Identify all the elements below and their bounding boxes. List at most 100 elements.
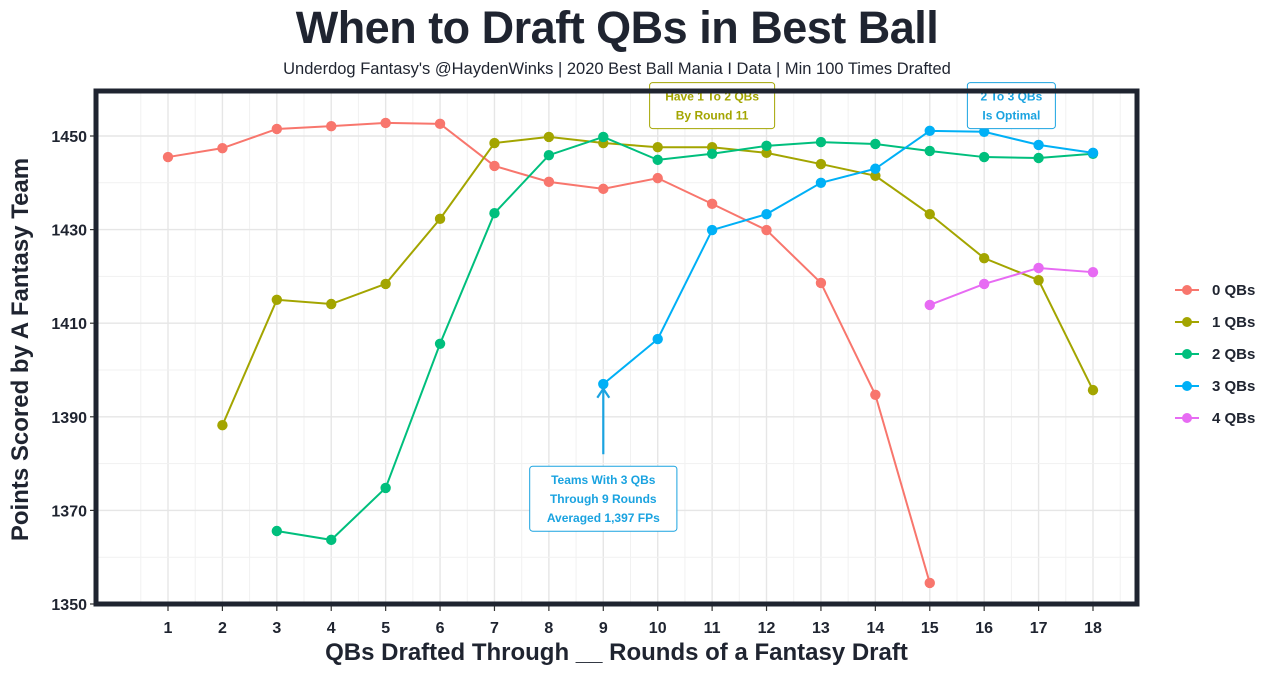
data-point <box>380 278 391 290</box>
data-point <box>598 183 609 195</box>
legend-label: 0 QBs <box>1212 282 1255 299</box>
data-point <box>543 149 555 161</box>
annotation-box <box>529 465 678 532</box>
x-tick-label: 18 <box>1084 620 1102 637</box>
y-tick-label: 1450 <box>51 129 87 146</box>
annotation-text: Averaged 1,397 FPs <box>547 511 660 525</box>
data-point <box>652 172 663 184</box>
series-line <box>276 135 1094 541</box>
y-tick-label: 1410 <box>51 316 87 333</box>
panel-border <box>93 88 1140 607</box>
data-point <box>326 534 337 546</box>
data-point <box>543 131 555 143</box>
data-point <box>162 151 174 163</box>
data-point <box>326 298 337 310</box>
data-point <box>598 131 609 143</box>
data-point <box>1087 384 1099 396</box>
data-point <box>761 140 772 152</box>
x-tick-label: 7 <box>490 620 499 637</box>
y-tick-label: 1350 <box>51 597 87 614</box>
y-tick-label: 1370 <box>51 503 87 520</box>
x-tick-label: 15 <box>921 620 939 637</box>
data-point <box>489 160 500 172</box>
data-point <box>761 224 772 236</box>
annotation-teams-with-3-qbs: Teams With 3 QBs Through 9 Rounds Averaged… <box>529 386 678 532</box>
data-point <box>870 163 881 174</box>
data-point <box>924 577 935 589</box>
legend-swatch-dot <box>1182 349 1192 359</box>
series-line <box>929 266 1094 306</box>
legend-swatch-dot <box>1182 381 1192 391</box>
data-point <box>978 126 990 137</box>
legend-label: 4 QBs <box>1212 410 1255 427</box>
chart-subtitle: Underdog Fantasy's @HaydenWinks | 2020 B… <box>283 60 951 78</box>
annotation-text: Through 9 Rounds <box>550 492 657 506</box>
data-point <box>815 277 827 289</box>
series-1-qbs <box>217 131 1099 431</box>
legend-item: 0 QBs <box>1175 282 1255 299</box>
data-point <box>706 148 718 159</box>
data-point <box>706 224 718 236</box>
data-point <box>1033 152 1044 164</box>
data-point <box>924 208 935 220</box>
y-axis-title: Points Scored by A Fantasy Team <box>7 158 34 541</box>
x-tick-label: 8 <box>544 620 553 637</box>
data-point <box>652 142 663 153</box>
x-tick-label: 12 <box>758 620 776 637</box>
annotation-box <box>966 82 1056 130</box>
data-point <box>924 125 935 137</box>
x-tick-label: 6 <box>436 620 445 637</box>
arrow-head-icon <box>596 386 611 399</box>
data-point <box>380 117 391 129</box>
annotation-text: Teams With 3 QBs <box>551 473 656 487</box>
series-0-qbs <box>162 117 935 589</box>
data-point <box>1033 262 1044 274</box>
x-axis: 1 2 3 4 5 6 7 8 9 10 11 12 13 14 15 16 17 18 <box>164 606 1102 637</box>
data-point <box>978 151 990 163</box>
x-tick-label: 1 <box>164 620 173 637</box>
data-point <box>1087 266 1099 278</box>
x-tick-label: 3 <box>272 620 281 637</box>
data-point <box>870 138 881 150</box>
x-tick-label: 4 <box>327 620 336 637</box>
data-point <box>326 120 337 132</box>
data-point <box>434 338 446 349</box>
data-point <box>1033 139 1044 151</box>
legend-item: 2 QBs <box>1175 346 1255 363</box>
x-tick-label: 2 <box>218 620 227 637</box>
series-line <box>602 129 1094 385</box>
data-point <box>924 299 935 311</box>
x-axis-title: QBs Drafted Through __ Rounds of a Fanta… <box>325 639 908 666</box>
data-point <box>815 158 827 170</box>
x-tick-label: 5 <box>381 620 390 637</box>
x-tick-label: 16 <box>975 620 993 637</box>
data-point <box>271 123 283 135</box>
x-tick-label: 13 <box>812 620 830 637</box>
data-point <box>761 208 772 220</box>
legend: 0 QBs 1 QBs 2 QBs 3 QBs 4 QBs <box>1175 282 1255 427</box>
data-point <box>706 198 718 210</box>
annotation-box <box>649 82 776 130</box>
data-point <box>489 137 500 149</box>
x-tick-label: 14 <box>866 620 884 637</box>
data-point <box>489 208 500 219</box>
data-point <box>434 118 446 130</box>
legend-swatch-dot <box>1182 285 1192 295</box>
series-4-qbs <box>924 262 1099 311</box>
data-point <box>815 136 827 148</box>
legend-label: 1 QBs <box>1212 314 1255 331</box>
x-tick-label: 10 <box>649 620 667 637</box>
legend-item: 1 QBs <box>1175 314 1255 331</box>
x-tick-label: 9 <box>599 620 608 637</box>
legend-swatch-dot <box>1182 317 1192 327</box>
annotation-text: Is Optimal <box>982 109 1040 123</box>
data-point <box>217 142 228 154</box>
legend-swatch-dot <box>1182 413 1192 423</box>
legend-item: 3 QBs <box>1175 378 1255 395</box>
data-point <box>978 252 990 264</box>
data-point <box>1033 274 1044 286</box>
data-point <box>543 176 555 188</box>
